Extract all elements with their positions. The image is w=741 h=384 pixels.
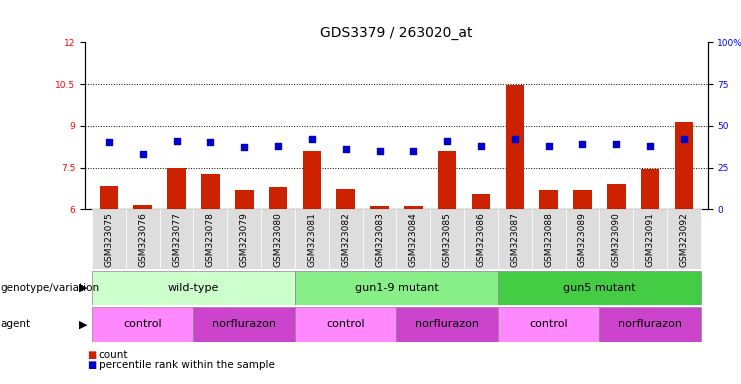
Text: GSM323077: GSM323077 [172,212,181,267]
FancyBboxPatch shape [396,209,431,269]
Point [170,138,182,144]
FancyBboxPatch shape [193,209,227,269]
Bar [438,151,456,209]
Point [340,146,352,152]
Bar [674,122,694,209]
Text: ▶: ▶ [79,319,87,329]
Text: GSM323084: GSM323084 [409,212,418,267]
Bar [607,184,625,209]
FancyBboxPatch shape [193,307,295,342]
Text: GSM323088: GSM323088 [544,212,554,267]
Text: GSM323085: GSM323085 [442,212,452,267]
FancyBboxPatch shape [227,209,261,269]
Bar [167,167,186,209]
Text: GSM323078: GSM323078 [206,212,215,267]
FancyBboxPatch shape [295,209,329,269]
Text: GSM323083: GSM323083 [375,212,384,267]
Point [441,138,453,144]
Text: ▶: ▶ [79,283,87,293]
FancyBboxPatch shape [329,209,362,269]
FancyBboxPatch shape [295,307,396,342]
Bar [539,190,558,209]
Text: GSM323081: GSM323081 [308,212,316,267]
FancyBboxPatch shape [532,209,565,269]
FancyBboxPatch shape [396,307,498,342]
Point [103,139,115,146]
Text: GSM323079: GSM323079 [239,212,249,267]
Point [678,136,690,142]
Text: GSM323076: GSM323076 [139,212,147,267]
Point [272,143,284,149]
Text: agent: agent [1,319,31,329]
Point [611,141,622,147]
FancyBboxPatch shape [498,307,599,342]
Bar [641,169,659,209]
Text: genotype/variation: genotype/variation [1,283,100,293]
Point [205,139,216,146]
Point [137,151,149,157]
Text: GSM323092: GSM323092 [679,212,688,267]
Text: wild-type: wild-type [167,283,219,293]
FancyBboxPatch shape [431,209,464,269]
Text: control: control [124,319,162,329]
Text: gun5 mutant: gun5 mutant [563,283,636,293]
Text: GSM323080: GSM323080 [273,212,282,267]
Text: control: control [529,319,568,329]
Text: norflurazon: norflurazon [212,319,276,329]
Point [408,148,419,154]
FancyBboxPatch shape [159,209,193,269]
Text: GSM323087: GSM323087 [511,212,519,267]
Point [542,143,554,149]
Bar [133,205,152,209]
Text: ■: ■ [87,350,96,360]
Bar [336,189,355,209]
FancyBboxPatch shape [634,209,667,269]
Bar [574,190,592,209]
Text: GSM323091: GSM323091 [645,212,654,267]
FancyBboxPatch shape [295,271,498,305]
FancyBboxPatch shape [667,209,701,269]
Text: count: count [99,350,128,360]
FancyBboxPatch shape [498,271,701,305]
Bar [302,151,321,209]
Bar [269,187,288,209]
Text: GSM323089: GSM323089 [578,212,587,267]
FancyBboxPatch shape [599,209,634,269]
FancyBboxPatch shape [261,209,295,269]
Text: GSM323086: GSM323086 [476,212,485,267]
Point [644,143,656,149]
Text: GSM323075: GSM323075 [104,212,113,267]
Point [239,144,250,151]
Text: norflurazon: norflurazon [415,319,479,329]
FancyBboxPatch shape [498,209,532,269]
Bar [472,194,491,209]
Point [475,143,487,149]
FancyBboxPatch shape [92,271,295,305]
Bar [201,174,219,209]
FancyBboxPatch shape [565,209,599,269]
Text: gun1-9 mutant: gun1-9 mutant [354,283,439,293]
FancyBboxPatch shape [599,307,701,342]
Point [509,136,521,142]
Point [576,141,588,147]
Point [373,148,385,154]
Text: ■: ■ [87,360,96,370]
FancyBboxPatch shape [126,209,159,269]
Text: norflurazon: norflurazon [618,319,682,329]
Text: GSM323090: GSM323090 [612,212,621,267]
FancyBboxPatch shape [92,307,193,342]
Bar [99,185,119,209]
Bar [370,207,389,209]
Title: GDS3379 / 263020_at: GDS3379 / 263020_at [320,26,473,40]
Text: control: control [326,319,365,329]
FancyBboxPatch shape [464,209,498,269]
FancyBboxPatch shape [362,209,396,269]
Bar [235,190,253,209]
Text: percentile rank within the sample: percentile rank within the sample [99,360,274,370]
Bar [505,85,524,209]
FancyBboxPatch shape [92,209,126,269]
Point [306,136,318,142]
Bar [404,206,422,209]
Text: GSM323082: GSM323082 [341,212,350,267]
